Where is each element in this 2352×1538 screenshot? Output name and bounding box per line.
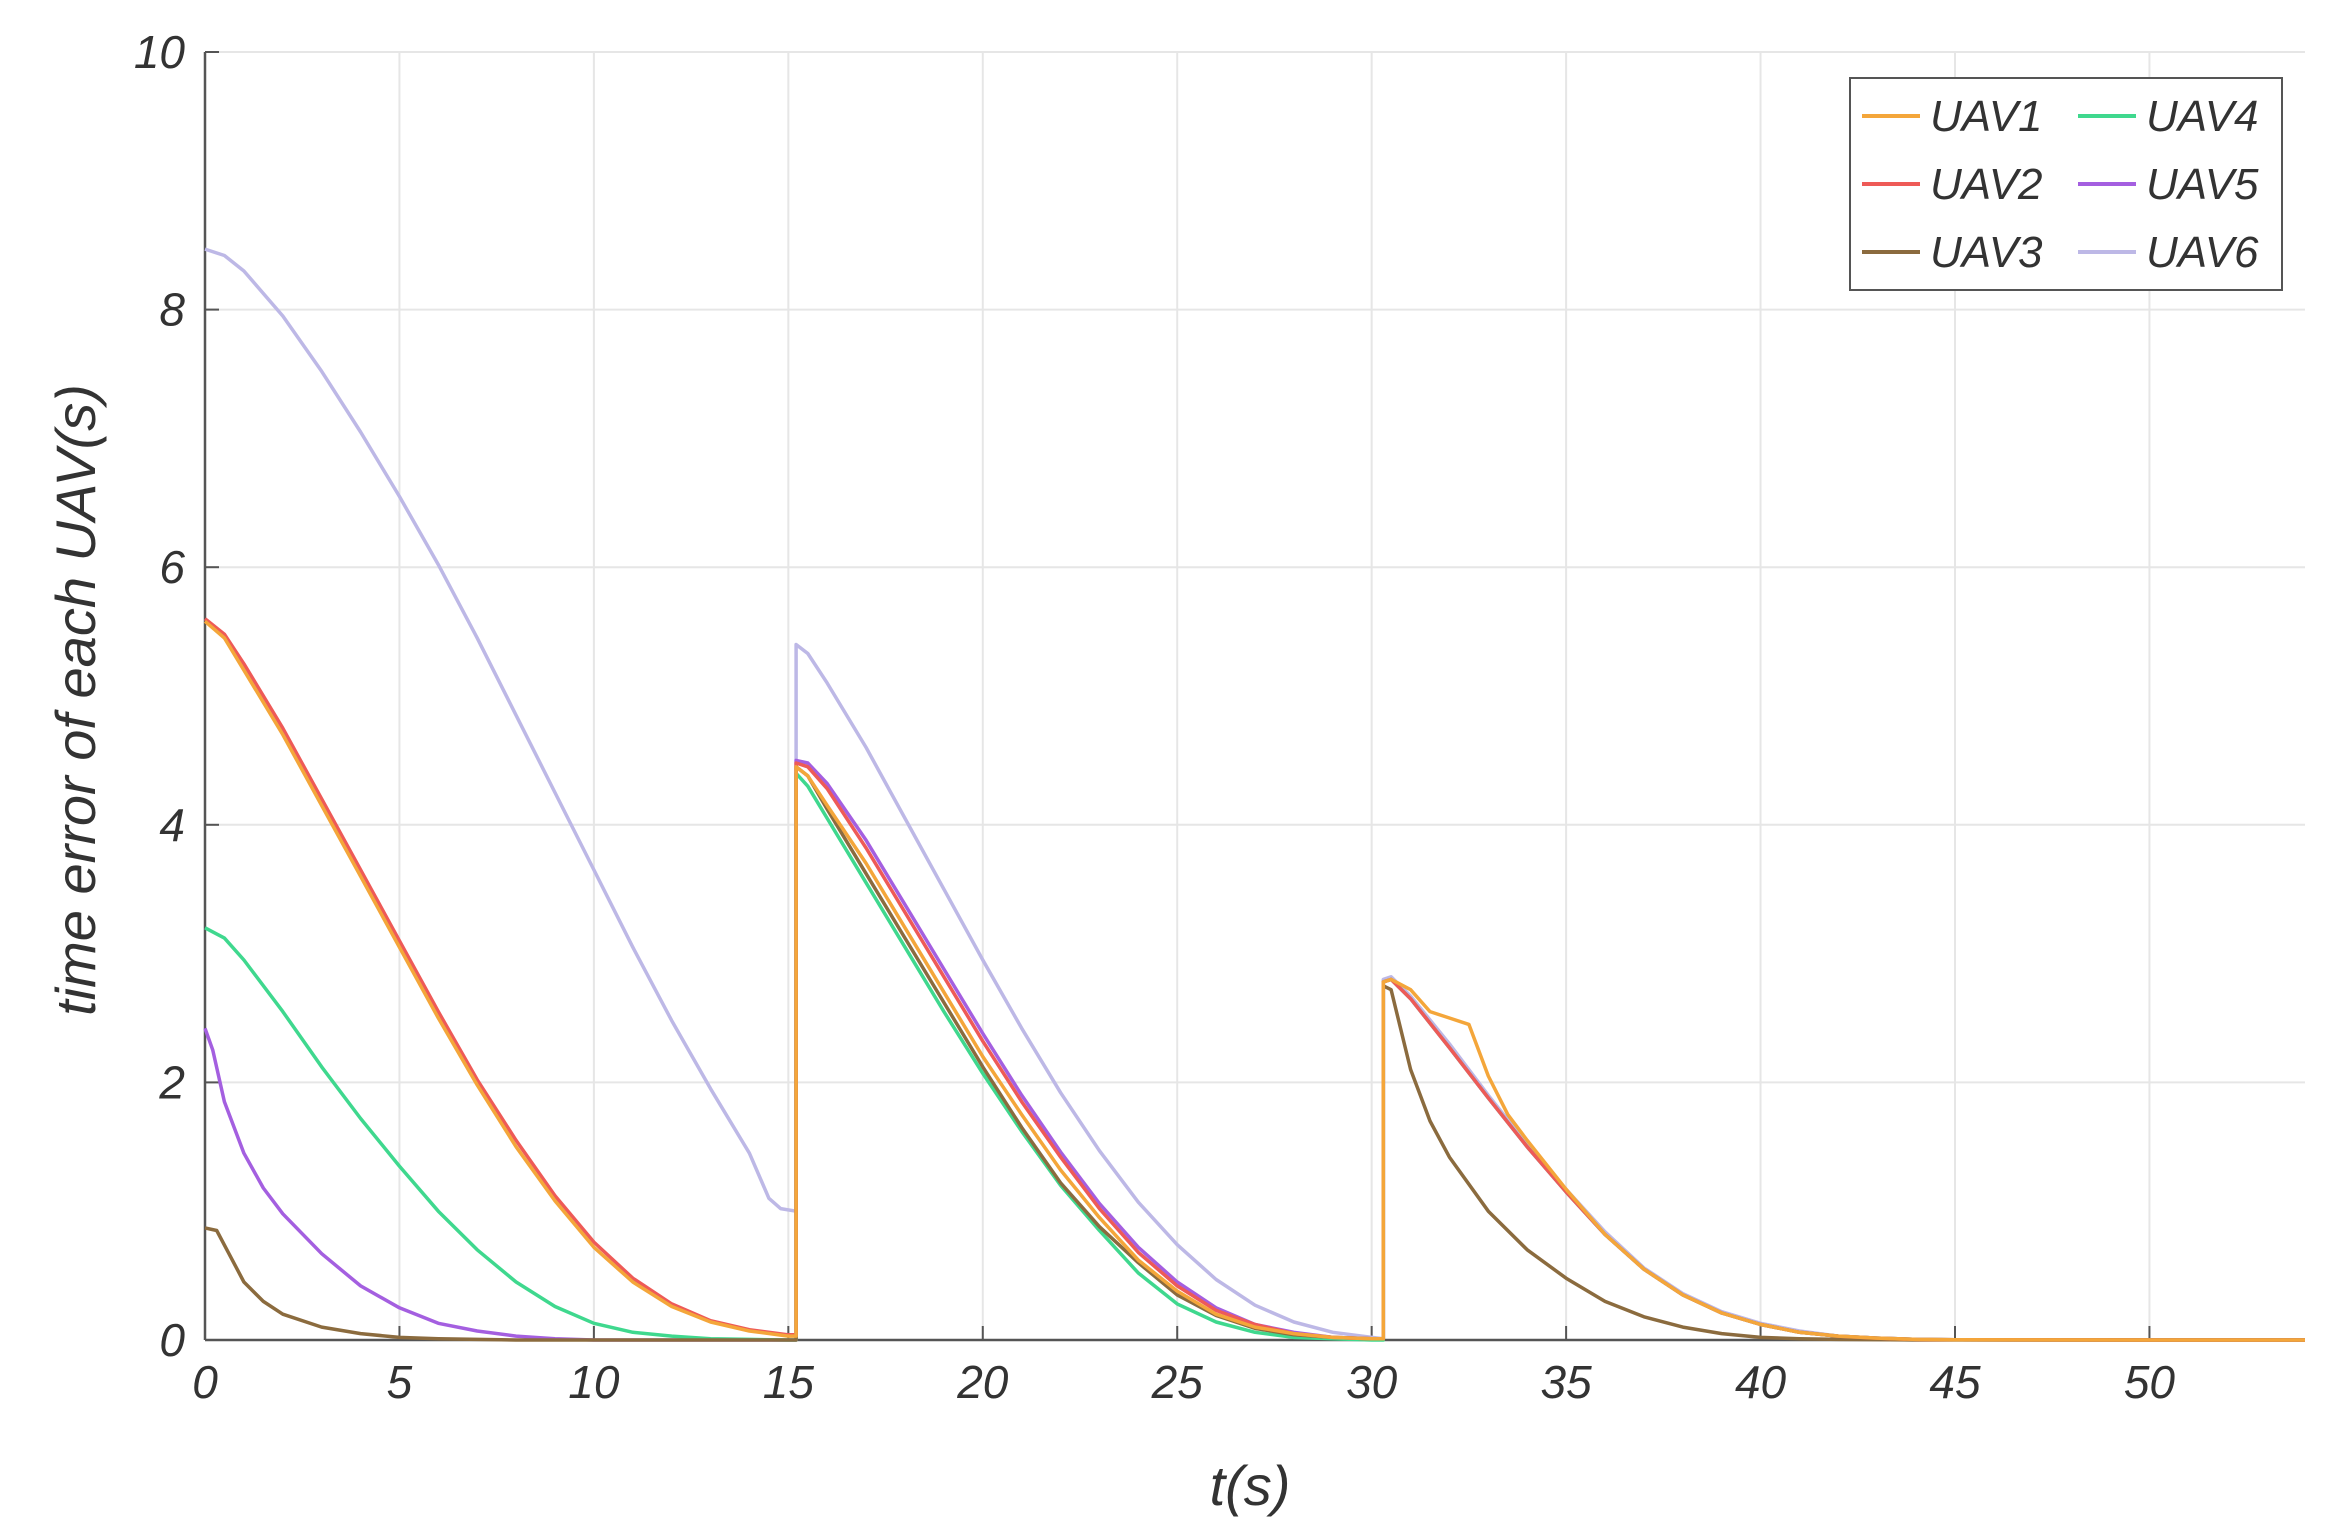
series-line-uav1 bbox=[203, 619, 2305, 1342]
legend-label-uav4: UAV4 bbox=[2146, 92, 2259, 141]
series-line-uav3 bbox=[204, 765, 2305, 1342]
y-axis-label: time error of each UAV(s) bbox=[44, 384, 107, 1016]
legend-label-uav3: UAV3 bbox=[1930, 228, 2043, 277]
x-tick-label: 5 bbox=[387, 1356, 413, 1408]
tick-labels: 0 5 10 15 20 25 30 35 40 45 50 0 2 4 6 8 10 bbox=[134, 26, 2176, 1408]
legend-box bbox=[1849, 77, 2283, 291]
x-tick-label: 40 bbox=[1735, 1356, 1787, 1408]
x-tick-label: 15 bbox=[763, 1356, 815, 1408]
y-tick-label: 8 bbox=[159, 284, 185, 336]
legend-label-uav1: UAV1 bbox=[1930, 92, 2043, 141]
x-tick-label: 20 bbox=[956, 1356, 1009, 1408]
legend-label-uav6: UAV6 bbox=[2146, 228, 2259, 277]
grid bbox=[204, 51, 2305, 1341]
x-tick-label: 45 bbox=[1929, 1356, 1981, 1408]
legend-label-uav2: UAV2 bbox=[1930, 160, 2043, 209]
y-tick-label: 10 bbox=[134, 26, 186, 78]
y-tick-label: 2 bbox=[158, 1056, 185, 1108]
x-tick-label: 0 bbox=[192, 1356, 218, 1408]
series-lines bbox=[203, 247, 2305, 1342]
y-tick-label: 6 bbox=[159, 541, 185, 593]
x-tick-label: 30 bbox=[1346, 1356, 1398, 1408]
x-tick-label: 10 bbox=[568, 1356, 620, 1408]
legend-label-uav5: UAV5 bbox=[2146, 160, 2259, 209]
y-tick-label: 0 bbox=[159, 1314, 185, 1366]
x-axis-label: t(s) bbox=[1210, 1454, 1291, 1517]
x-tick-label: 25 bbox=[1151, 1356, 1204, 1408]
x-tick-label: 50 bbox=[2124, 1356, 2176, 1408]
x-tick-label: 35 bbox=[1541, 1356, 1593, 1408]
legend: UAV1 UAV2 UAV3 UAV4 UAV5 UAV6 bbox=[1849, 77, 2283, 291]
y-tick-label: 4 bbox=[159, 799, 185, 851]
